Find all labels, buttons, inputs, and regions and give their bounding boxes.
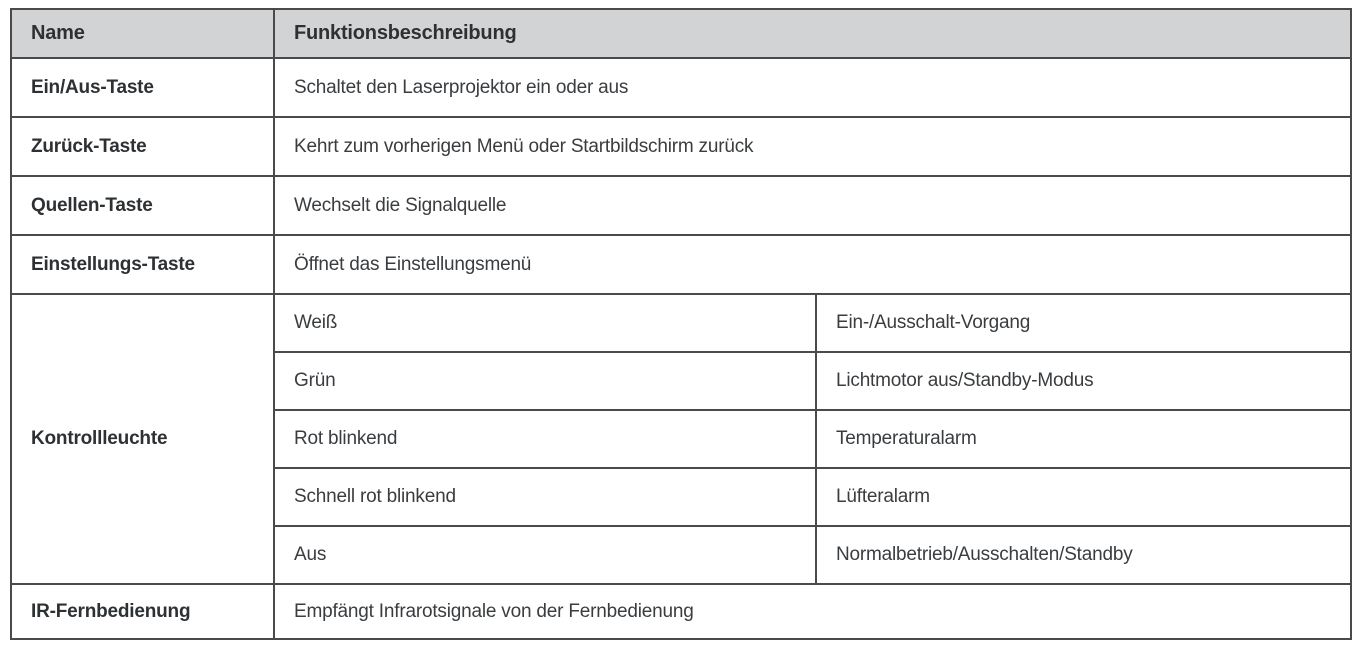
cell-description: Schaltet den Laserprojektor ein oder aus — [272, 57, 1353, 118]
cell-name-kontrollleuchte: Kontrollleuchte — [10, 293, 275, 585]
row-ein-aus-taste: Ein/Aus-Taste Schaltet den Laserprojekto… — [10, 57, 1353, 118]
cell-led-meaning: Lichtmotor aus/Standby-Modus — [814, 351, 1353, 411]
cell-name: IR-Fernbedienung — [10, 583, 275, 640]
row-einstellungs-taste: Einstellungs-Taste Öffnet das Einstellun… — [10, 234, 1353, 295]
row-kontrollleuchte-weiss: Kontrollleuchte Weiß Ein-/Ausschalt-Vorg… — [10, 293, 1353, 585]
cell-led-state: Schnell rot blinkend — [273, 467, 817, 527]
cell-name: Zurück-Taste — [10, 116, 275, 177]
cell-led-meaning: Normalbetrieb/Ausschalten/Standby — [814, 525, 1353, 585]
row-kontrollleuchte-aus: Aus Normalbetrieb/Ausschalten/Standby — [11, 525, 1353, 585]
cell-description: Kehrt zum vorherigen Menü oder Startbild… — [272, 116, 1353, 177]
cell-name: Einstellungs-Taste — [10, 234, 275, 295]
cell-led-state: Aus — [273, 525, 817, 585]
table-header-row: Name Funktionsbeschreibung — [10, 8, 1353, 59]
cell-description: Empfängt Infrarotsignale von der Fernbed… — [272, 583, 1353, 640]
cell-description: Öffnet das Einstellungsmenü — [272, 234, 1353, 295]
cell-led-state: Grün — [273, 351, 817, 411]
cell-name: Ein/Aus-Taste — [10, 57, 275, 118]
row-kontrollleuchte-rot-blinkend: Rot blinkend Temperaturalarm — [11, 409, 1353, 469]
cell-name: Quellen-Taste — [10, 175, 275, 236]
row-zurueck-taste: Zurück-Taste Kehrt zum vorherigen Menü o… — [10, 116, 1353, 177]
cell-led-meaning: Lüfteralarm — [814, 467, 1353, 527]
cell-led-state: Rot blinkend — [273, 409, 817, 469]
row-kontrollleuchte-schnell-rot: Schnell rot blinkend Lüfteralarm — [11, 467, 1353, 527]
cell-description: Wechselt die Signalquelle — [272, 175, 1353, 236]
column-header-name: Name — [10, 8, 275, 59]
column-header-description: Funktionsbeschreibung — [272, 8, 1353, 59]
row-kontrollleuchte-gruen: Grün Lichtmotor aus/Standby-Modus — [11, 351, 1353, 411]
row-ir-fernbedienung: IR-Fernbedienung Empfängt Infrarotsignal… — [10, 583, 1353, 640]
cell-led-meaning: Temperaturalarm — [814, 409, 1353, 469]
row-quellen-taste: Quellen-Taste Wechselt die Signalquelle — [10, 175, 1353, 236]
cell-led-meaning: Ein-/Ausschalt-Vorgang — [814, 293, 1353, 353]
projector-function-table: Name Funktionsbeschreibung Ein/Aus-Taste… — [10, 8, 1353, 640]
cell-led-state: Weiß — [273, 293, 817, 353]
